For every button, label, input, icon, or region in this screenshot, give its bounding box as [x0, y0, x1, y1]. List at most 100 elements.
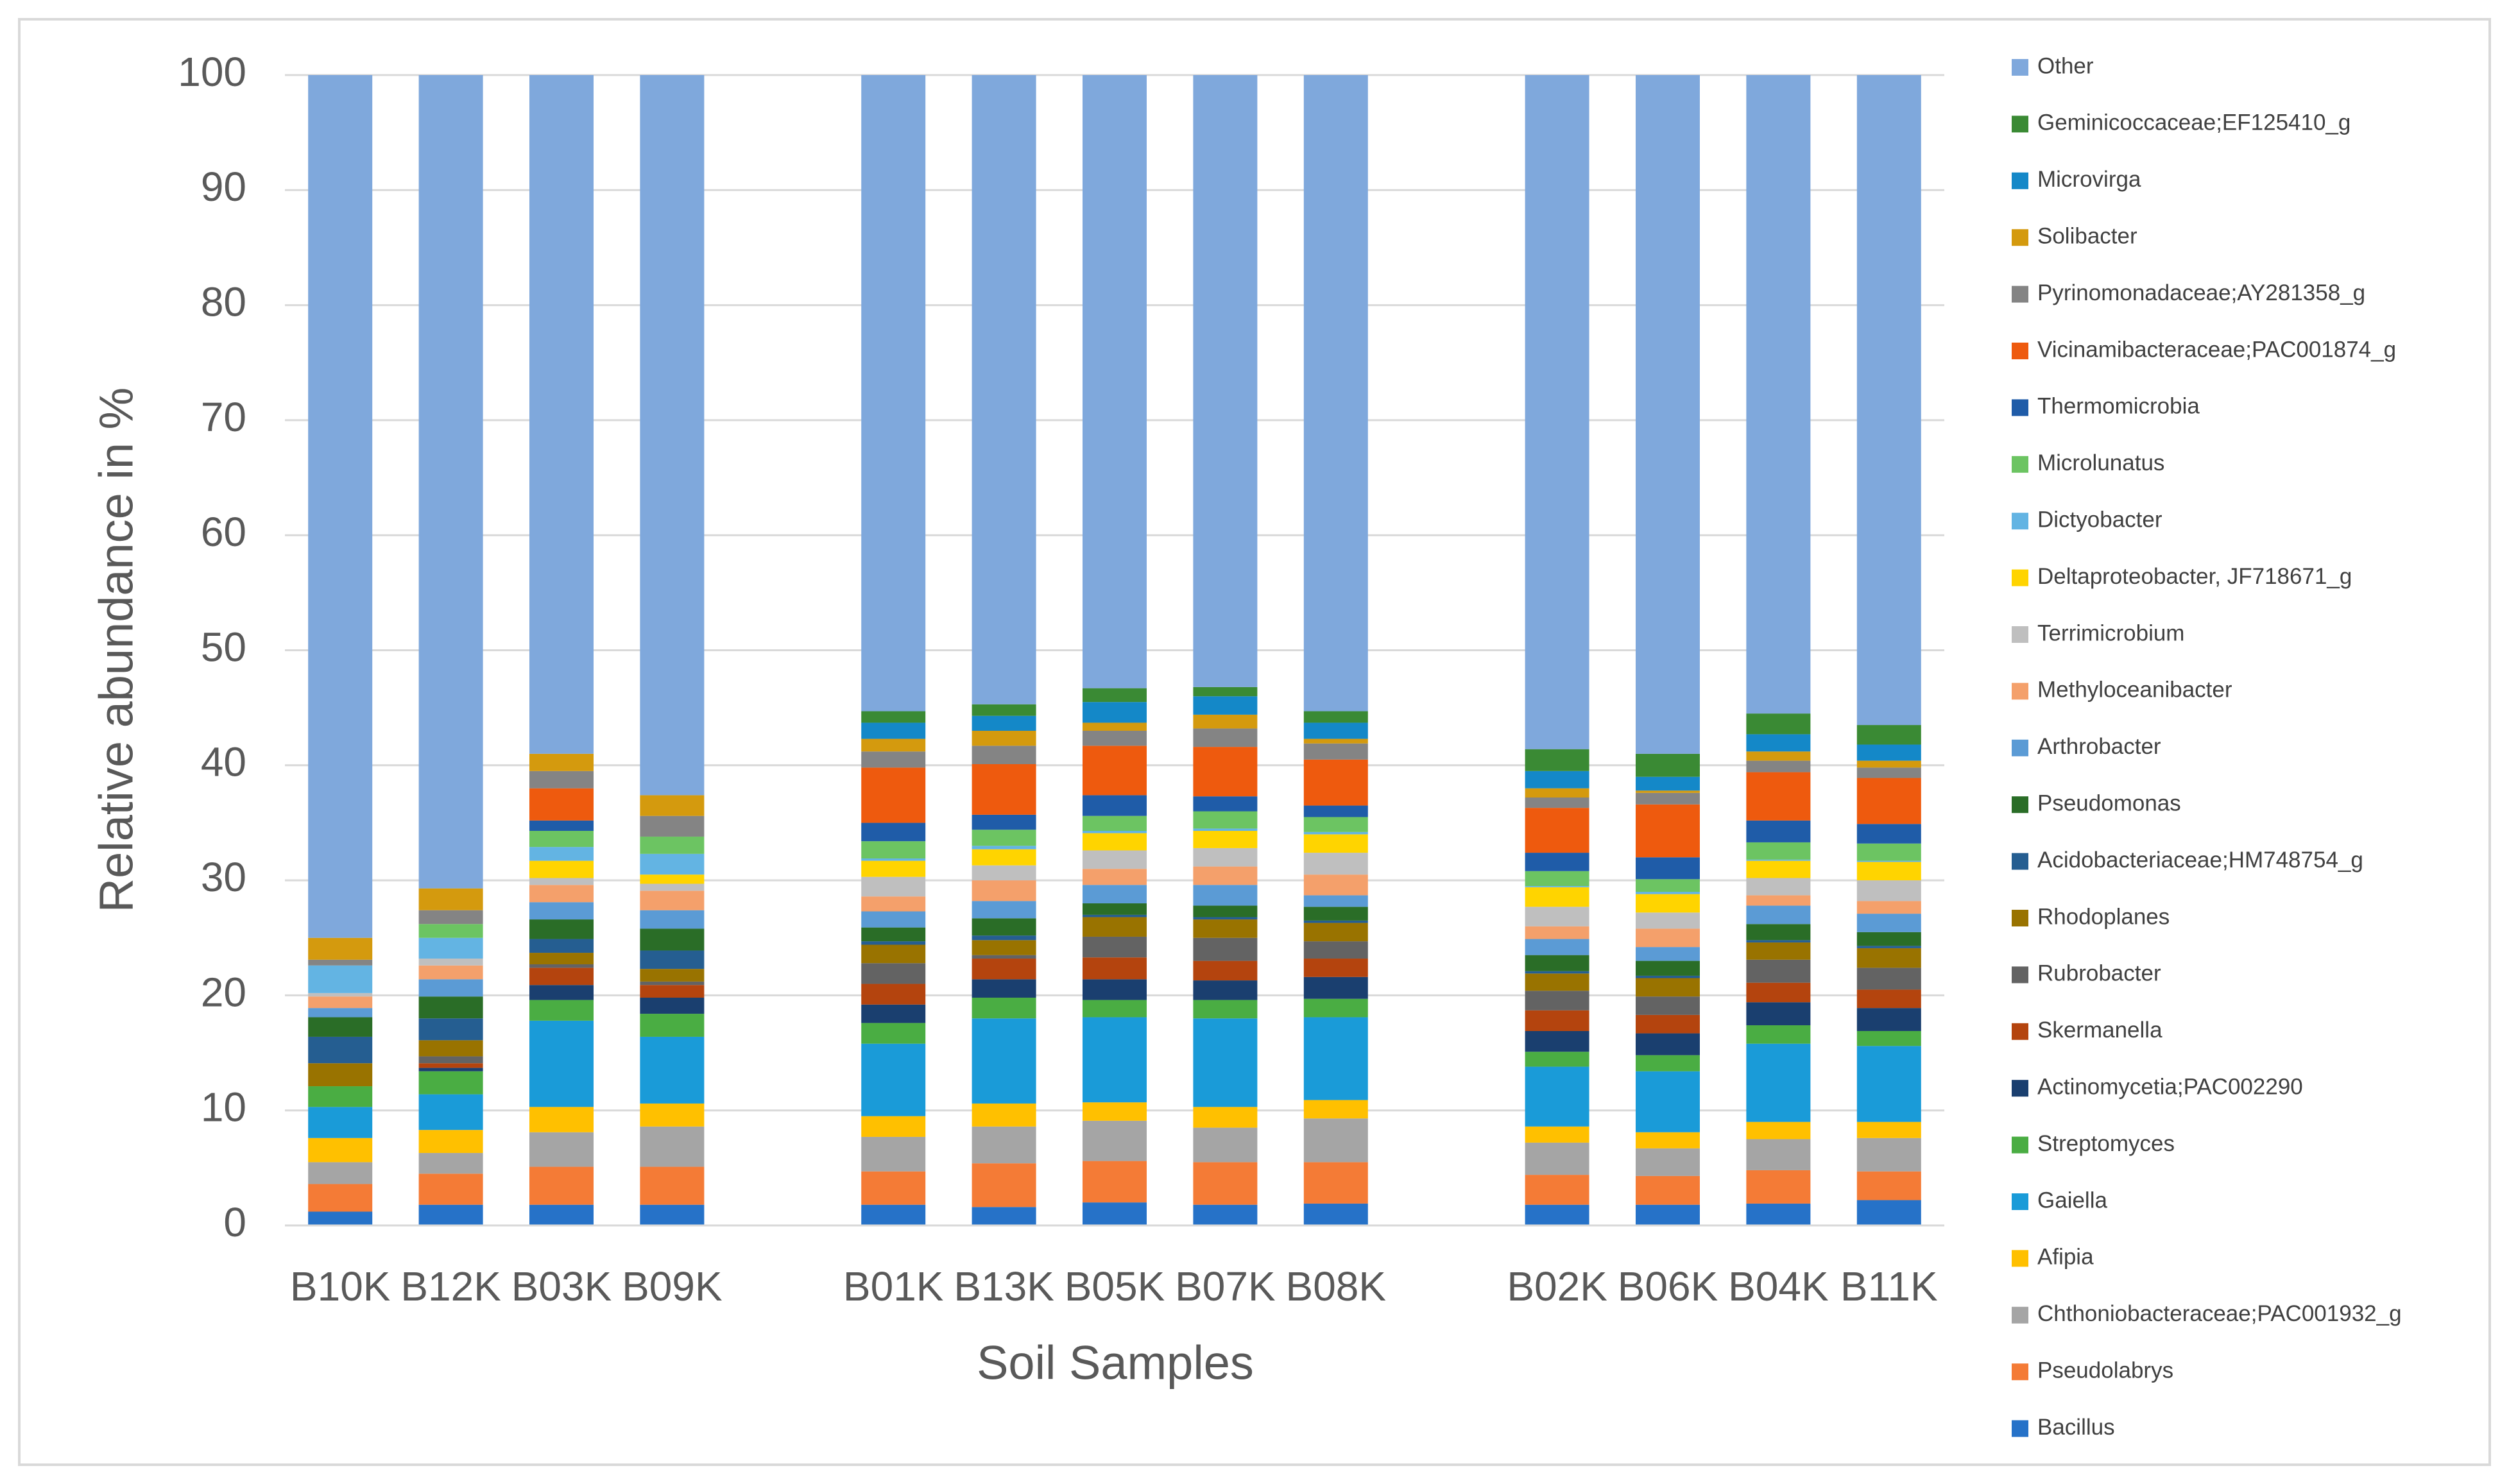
bar-segment: [1525, 871, 1589, 887]
x-tick-label: B02K: [1507, 1263, 1607, 1309]
bar-segment: [1193, 960, 1258, 981]
legend-label: Skermanella: [2037, 1018, 2162, 1043]
bar-segment: [1746, 772, 1811, 821]
y-tick-label: 90: [201, 164, 246, 210]
bar-segment: [972, 731, 1036, 746]
bar-segment: [1193, 1204, 1258, 1225]
bar-segment: [1193, 828, 1258, 832]
bar-segment: [640, 969, 705, 982]
bar-segment: [1303, 959, 1368, 977]
bar-segment: [1636, 804, 1700, 858]
bar-segment: [861, 911, 926, 928]
bar-segment: [640, 874, 705, 884]
y-tick-label: 70: [201, 394, 246, 440]
bar-segment: [1636, 1033, 1700, 1055]
bar-segment: [1856, 1138, 1921, 1172]
bar-segment: [1636, 928, 1700, 948]
bar-segment: [1303, 907, 1368, 921]
bar-segment: [308, 1162, 373, 1184]
legend-label: Methyloceanibacter: [2037, 678, 2232, 703]
legend-swatch: [2012, 796, 2028, 814]
bar-segment: [529, 878, 594, 885]
bar-segment: [308, 1184, 373, 1212]
legend-label: Acidobacteriaceae;HM748754_g: [2037, 848, 2363, 873]
legend-swatch: [2012, 229, 2028, 246]
y-tick-label: 100: [178, 49, 246, 95]
bar-segment: [1193, 1162, 1258, 1205]
bar-segment: [1193, 866, 1258, 885]
bar-segment: [1856, 1046, 1921, 1122]
x-tick-label: B07K: [1175, 1263, 1276, 1309]
bar-segment: [418, 1173, 483, 1205]
bar-segment: [1856, 862, 1921, 881]
bar-segment: [1303, 711, 1368, 723]
legend-label: Other: [2037, 53, 2094, 78]
bar-segment: [972, 880, 1036, 901]
bar-segment: [1303, 1203, 1368, 1225]
bar-segment: [1525, 1175, 1589, 1205]
bar-segment: [1636, 1204, 1700, 1225]
legend-label: Solibacter: [2037, 223, 2137, 248]
bar-segment: [972, 814, 1036, 830]
bar-segment: [861, 963, 926, 984]
legend-label: Geminicoccaceae;EF125410_g: [2037, 110, 2351, 135]
bar-segment: [418, 996, 483, 1019]
legend-swatch: [2012, 59, 2028, 76]
bar-segment: [1746, 924, 1811, 941]
bar-segment: [861, 1204, 926, 1225]
bar-segment: [529, 1204, 594, 1225]
bar-segment: [1083, 1161, 1147, 1203]
bar-segment: [861, 896, 926, 912]
bar-segment: [1636, 792, 1700, 805]
bar-segment: [1083, 1017, 1147, 1103]
bar-segment: [308, 993, 373, 997]
bar-segment: [861, 1023, 926, 1044]
bar-segment: [1193, 714, 1258, 729]
bar-segment: [1193, 831, 1258, 848]
bar-segment: [972, 1126, 1036, 1164]
bar-segment: [972, 715, 1036, 731]
bar-segment: [1525, 1030, 1589, 1052]
bar-segment: [529, 953, 594, 964]
bar-segment: [640, 853, 705, 875]
bar-segment: [529, 847, 594, 861]
bar-segment: [640, 1103, 705, 1127]
bar-segment: [1083, 795, 1147, 816]
bar-segment: [861, 767, 926, 823]
bar-segment: [861, 823, 926, 842]
bar-segment: [1525, 749, 1589, 771]
y-tick-label: 80: [201, 279, 246, 325]
bar-segment: [861, 1171, 926, 1205]
bar-segment: [861, 927, 926, 942]
bar-segment: [529, 1107, 594, 1132]
bar-segment: [1746, 1170, 1811, 1204]
bar-segment: [861, 722, 926, 739]
bar-segment: [1746, 751, 1811, 761]
bar-segment: [1636, 1175, 1700, 1205]
y-tick-label: 50: [201, 624, 246, 670]
bar-segment: [1856, 880, 1921, 901]
y-tick-label: 20: [201, 969, 246, 1015]
bar-segment: [1856, 968, 1921, 990]
bar-segment: [418, 1094, 483, 1130]
bar-segment: [1525, 1142, 1589, 1175]
bar-segment: [861, 944, 926, 964]
bar-segment: [972, 935, 1036, 941]
legend-label: Pyrinomonadaceae;AY281358_g: [2037, 280, 2365, 305]
legend-swatch: [2012, 966, 2028, 984]
bar-segment: [972, 901, 1036, 919]
x-tick-label: B05K: [1065, 1263, 1165, 1309]
legend-swatch: [2012, 343, 2028, 359]
bar-segment: [1303, 1017, 1368, 1100]
bar-segment: [418, 1153, 483, 1174]
bar-segment: [1525, 771, 1589, 789]
bar-segment: [529, 939, 594, 953]
bar-segment: [418, 1068, 483, 1071]
bar-segment: [1303, 998, 1368, 1018]
legend-swatch: [2012, 1250, 2028, 1267]
bar-segment: [1083, 75, 1147, 688]
bar-segment: [861, 841, 926, 859]
bar-segment: [1083, 831, 1147, 833]
bar-segment: [1856, 1171, 1921, 1200]
bar-segment: [1746, 940, 1811, 942]
